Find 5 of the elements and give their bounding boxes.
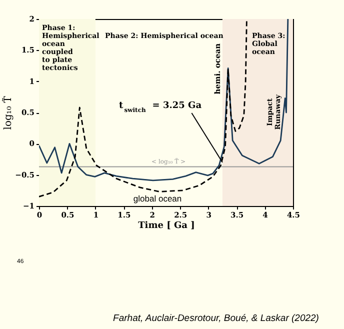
y-axis-title: log₁₀ T̃: [1, 96, 14, 130]
text: Farhat, Auclair-Desrotour, Boué, & Laskar (2022): [113, 313, 319, 324]
line-series: [39, 19, 289, 182]
annotation: global ocean: [133, 194, 182, 204]
x-axis-title: Time [ Ga ]: [138, 221, 195, 231]
